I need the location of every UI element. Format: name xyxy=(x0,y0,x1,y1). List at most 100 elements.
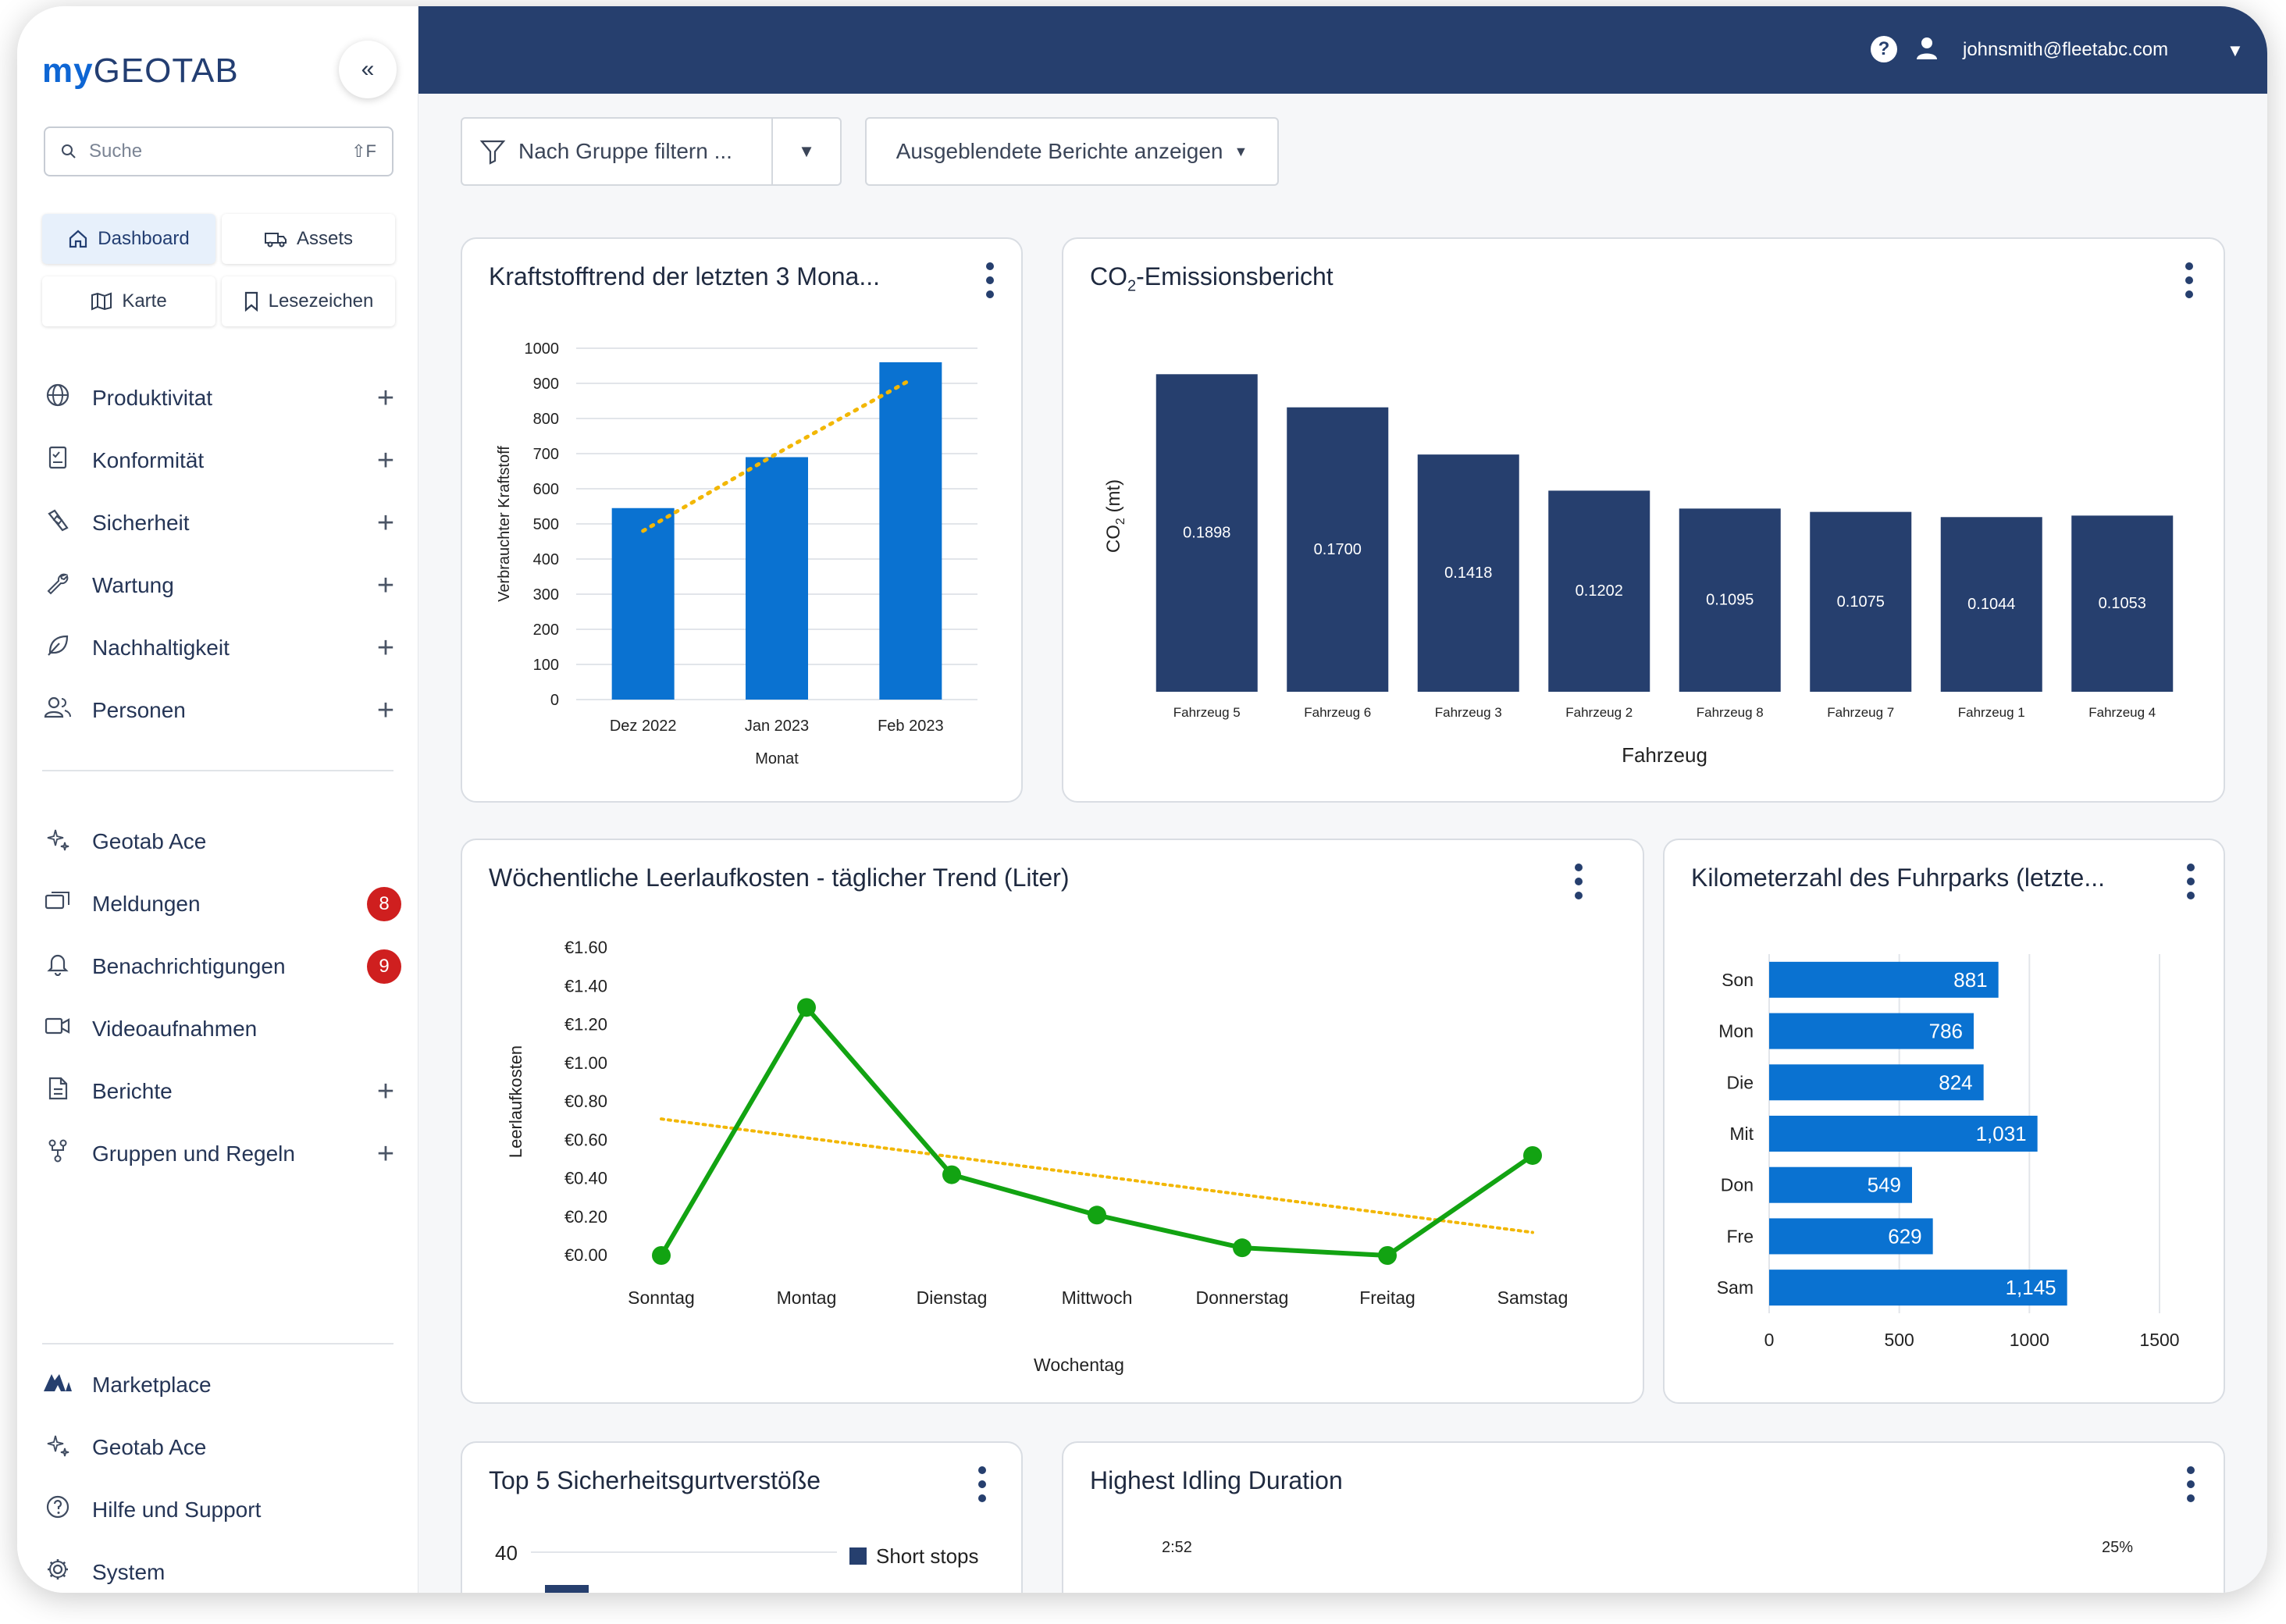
expand-plus-icon[interactable]: + xyxy=(376,693,395,727)
bar-value-label: 786 xyxy=(1929,1020,1963,1043)
card-menu-icon[interactable] xyxy=(2181,262,2197,301)
nav-system[interactable]: System xyxy=(42,1549,401,1593)
co2-card: CO2-Emissionsbericht 0.1898 Fahrzeug 5 0.1… xyxy=(1062,237,2225,803)
bar xyxy=(1769,1116,2038,1152)
user-email[interactable]: johnsmith@fleetabc.com xyxy=(1963,39,2169,60)
y-tick-label: Mit xyxy=(1729,1124,1754,1144)
data-point xyxy=(942,1165,961,1184)
mygeotab-logo[interactable]: myGEOTAB xyxy=(42,52,239,90)
map-icon xyxy=(91,292,112,311)
help-icon[interactable]: ? xyxy=(1871,36,1897,62)
card-menu-icon[interactable] xyxy=(2183,864,2199,903)
collapse-sidebar-button[interactable]: « xyxy=(339,41,397,98)
notifications-badge: 9 xyxy=(367,949,401,984)
y-tick-label: 500 xyxy=(533,516,559,533)
x-tick-label: Fahrzeug 7 xyxy=(1827,705,1894,720)
y-axis-label: Verbrauchter Kraftstoff xyxy=(496,446,513,602)
fleet-mileage-card: Kilometerzahl des Fuhrparks (letzte... 0… xyxy=(1663,839,2225,1404)
card-menu-icon[interactable] xyxy=(2183,1466,2199,1505)
home-icon xyxy=(69,230,87,248)
filter-icon xyxy=(479,140,506,165)
nav-maintenance[interactable]: Wartung + xyxy=(42,562,401,609)
idle-cost-card: Wöchentliche Leerlaufkosten - täglicher … xyxy=(461,839,1644,1404)
card-menu-icon[interactable] xyxy=(1571,864,1586,903)
search-icon xyxy=(62,144,76,158)
nav-groups-rules[interactable]: Gruppen und Regeln + xyxy=(42,1131,401,1177)
show-hidden-reports-button[interactable]: Ausgeblendete Berichte anzeigen ▼ xyxy=(865,117,1279,186)
bar xyxy=(746,457,808,700)
y-tick-label: €1.20 xyxy=(564,1015,607,1035)
nav-video[interactable]: Videoaufnahmen xyxy=(42,1006,401,1052)
filter-dropdown-chevron-icon[interactable]: ▼ xyxy=(771,119,840,184)
y-tick-label: 600 xyxy=(533,481,559,498)
x-tick-label: 0 xyxy=(1764,1330,1775,1350)
y-tick-label: Die xyxy=(1726,1072,1754,1092)
idle-cost-chart: €0.00 €0.20 €0.40 €0.60 €0.80 €1.00 €1.20 €1.40… xyxy=(506,938,1568,1375)
gear-icon xyxy=(42,1557,73,1588)
y-tick-label: Son xyxy=(1722,970,1754,990)
nav-help-support[interactable]: Hilfe und Support xyxy=(42,1487,401,1533)
y-tick-label: €1.60 xyxy=(564,938,607,957)
globe-icon xyxy=(42,383,73,414)
x-tick-label: Donnerstag xyxy=(1196,1287,1289,1308)
x-tick-label: Feb 2023 xyxy=(878,718,944,735)
nav-safety[interactable]: Sicherheit + xyxy=(42,500,401,547)
expand-plus-icon[interactable]: + xyxy=(376,568,395,602)
quick-map-button[interactable]: Karte xyxy=(42,276,215,326)
card-title: Kilometerzahl des Fuhrparks (letzte... xyxy=(1691,864,2105,892)
card-title: Highest Idling Duration xyxy=(1090,1466,1343,1494)
expand-plus-icon[interactable]: + xyxy=(376,631,395,664)
user-icon[interactable] xyxy=(1911,33,1942,64)
legend-label: Short stops xyxy=(876,1544,979,1568)
quick-assets-button[interactable]: Assets xyxy=(222,214,395,264)
nav-notifications[interactable]: Benachrichtigungen 9 xyxy=(42,943,401,990)
nav-compliance[interactable]: Konformität + xyxy=(42,437,401,484)
x-tick-label: Dez 2022 xyxy=(610,718,677,735)
nav-geotab-ace-footer[interactable]: Geotab Ace xyxy=(42,1424,401,1471)
nav-sustainability[interactable]: Nachhaltigkeit + xyxy=(42,625,401,671)
bar-value-label: 0.1075 xyxy=(1837,593,1885,611)
marketplace-icon xyxy=(42,1371,73,1399)
card-title: Top 5 Sicherheitsgurtverstöße xyxy=(489,1466,821,1494)
card-menu-icon[interactable] xyxy=(982,262,998,301)
y-tick-label: Mon xyxy=(1718,1021,1754,1042)
data-point xyxy=(1378,1246,1397,1265)
y-tick-label: 0 xyxy=(550,692,559,709)
sidebar-divider xyxy=(42,770,393,771)
bar xyxy=(2071,515,2174,692)
group-filter[interactable]: Nach Gruppe filtern ... ▼ xyxy=(461,117,842,186)
nav-reports[interactable]: Berichte + xyxy=(42,1068,401,1115)
nav-productivity[interactable]: Produktivitat + xyxy=(42,375,401,422)
expand-plus-icon[interactable]: + xyxy=(376,1137,395,1170)
search-input[interactable]: Suche ⇧F xyxy=(44,126,393,176)
x-tick-label: 1000 xyxy=(2010,1330,2049,1350)
seatbelt-violations-card: Top 5 Sicherheitsgurtverstöße 40 Short st… xyxy=(461,1441,1023,1593)
bar xyxy=(1769,1166,1912,1203)
nav-geotab-ace[interactable]: Geotab Ace xyxy=(42,818,401,865)
nav-marketplace[interactable]: Marketplace xyxy=(42,1362,401,1409)
y-tick-label: €0.80 xyxy=(564,1092,607,1111)
bell-icon xyxy=(42,951,73,982)
y-tick-label: 25% xyxy=(2102,1539,2133,1556)
quick-bookmarks-button[interactable]: Lesezeichen xyxy=(222,276,395,326)
quick-dashboard-button[interactable]: Dashboard xyxy=(42,214,215,264)
y-tick-label: 700 xyxy=(533,446,559,463)
card-title: Kraftstofftrend der letzten 3 Mona... xyxy=(489,262,881,290)
expand-plus-icon[interactable]: + xyxy=(376,506,395,540)
x-axis-label: Fahrzeug xyxy=(1622,743,1707,767)
chevron-down-icon[interactable]: ▼ xyxy=(2227,41,2244,60)
bar-value-label: 0.1044 xyxy=(1967,596,2015,613)
nav-messages[interactable]: Meldungen 8 xyxy=(42,881,401,928)
expand-plus-icon[interactable]: + xyxy=(376,1074,395,1108)
expand-plus-icon[interactable]: + xyxy=(376,443,395,477)
nav-people[interactable]: Personen + xyxy=(42,687,401,734)
fleet-mileage-chart: 0 500 1000 1500 881 Son 786 Mon 824 Die 1,031 Mit 54… xyxy=(1717,954,2180,1350)
card-title: Wöchentliche Leerlaufkosten - täglicher … xyxy=(489,864,1070,892)
card-title: CO2-Emissionsbericht xyxy=(1090,262,1334,295)
chevron-down-icon: ▼ xyxy=(1234,143,1248,159)
trendline xyxy=(660,1117,1534,1234)
card-menu-icon[interactable] xyxy=(974,1466,990,1505)
bar xyxy=(1679,508,1781,692)
expand-plus-icon[interactable]: + xyxy=(376,381,395,415)
bar-value-label: 0.1418 xyxy=(1444,564,1492,582)
